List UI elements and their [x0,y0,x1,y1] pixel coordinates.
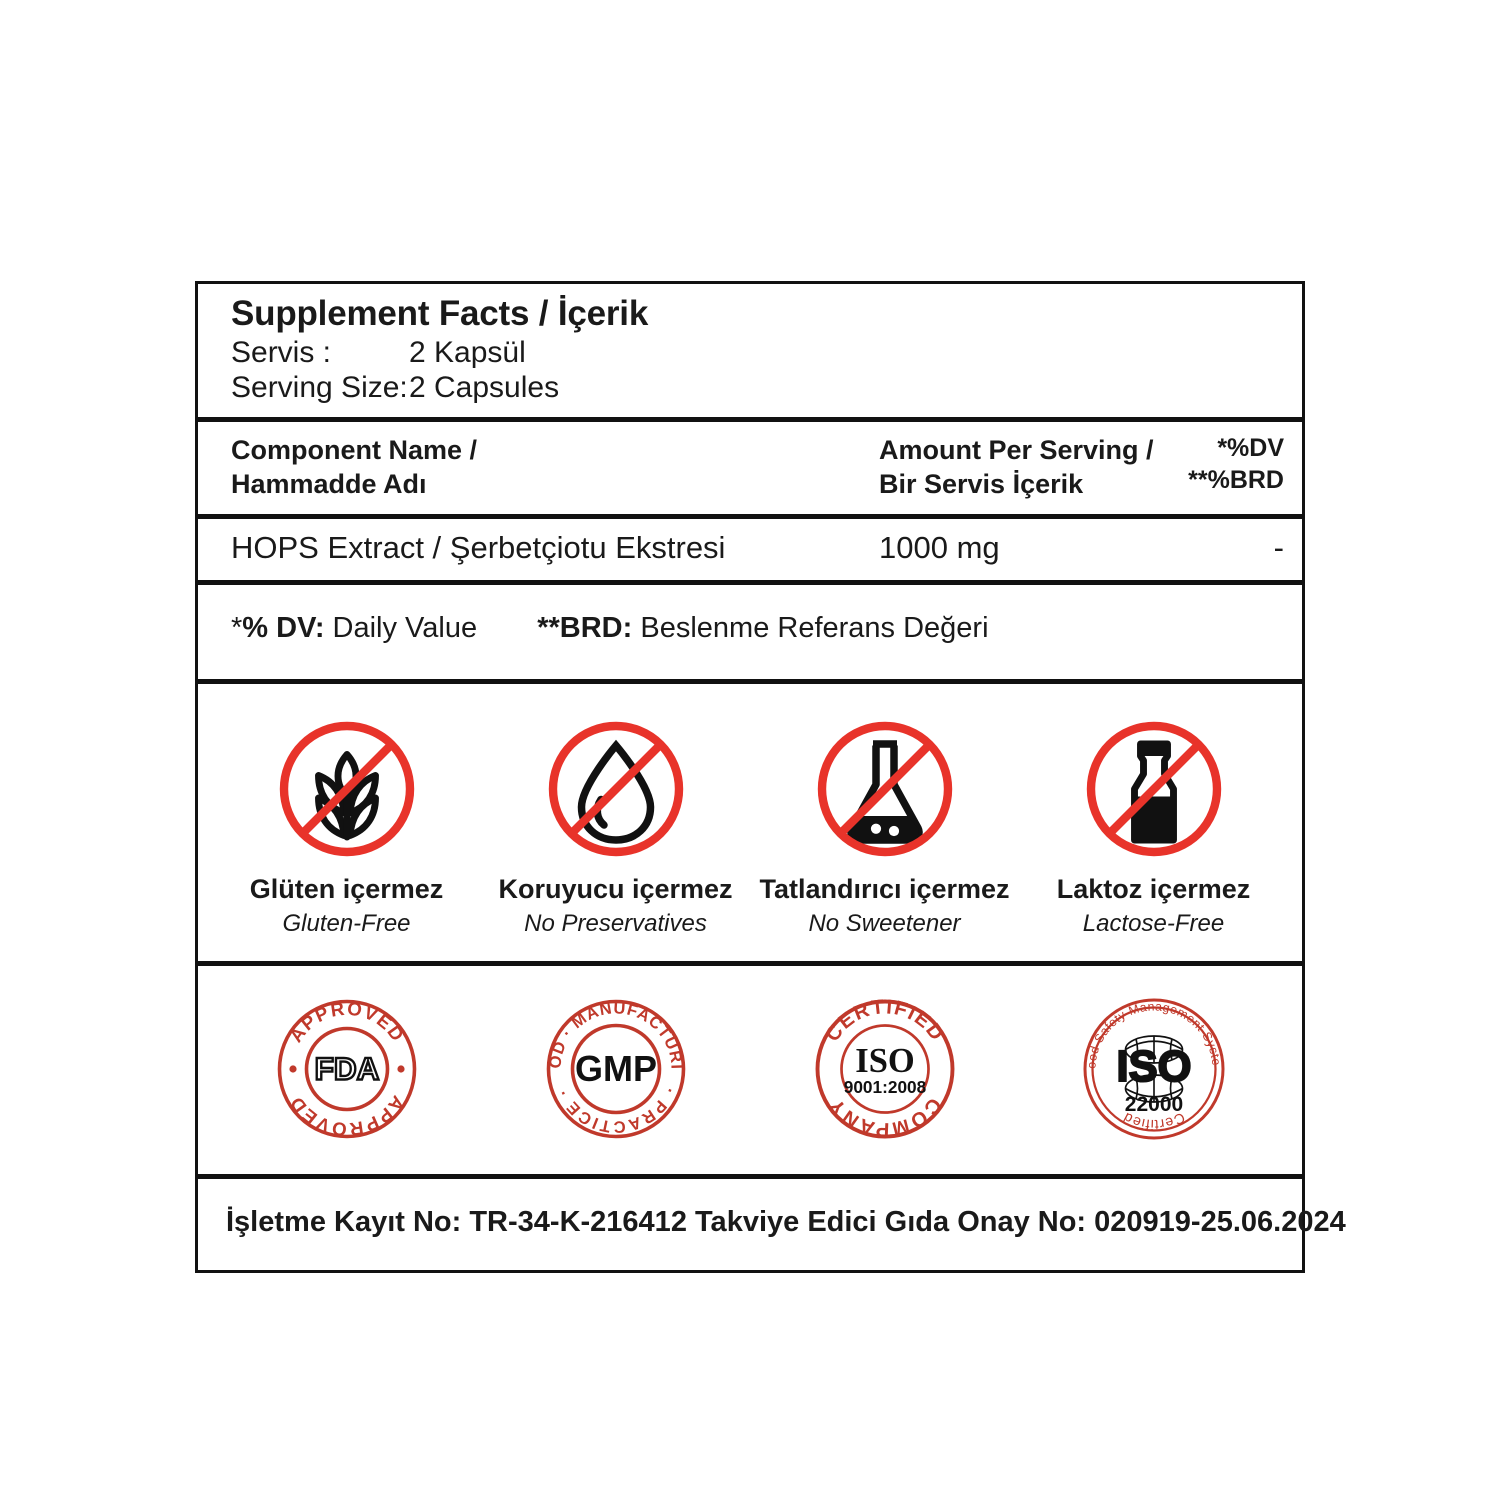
svg-text:22000: 22000 [1124,1093,1182,1116]
iso-22000-badge: Food Safety Management System Certified … [1079,994,1224,1140]
cell-component-name: HOPS Extract / Şerbetçiotu Ekstresi [231,530,726,566]
free-from-label-tr: Laktoz içermez [1056,874,1251,905]
serving-value-tr: 2 Kapsül [409,335,526,369]
free-from-item-sweetener: Tatlandırıcı içermez No Sweetener [750,714,1019,937]
free-from-label-en: Lactose-Free [1082,910,1225,938]
serving-line-en: Serving Size: 2 Capsules [231,370,1302,405]
dv-text: Daily Value [332,611,478,644]
cell-daily-value: - [1273,530,1284,566]
col-header-component-name: Component Name / Hammadde Adı [231,435,478,500]
serving-label-tr: Servis : [231,335,332,369]
serving-value-en: 2 Capsules [409,370,560,404]
table-header-row: Component Name / Hammadde Adı Amount Per… [198,422,1302,520]
certification-gmp: GOOD · MANUFACTURING · PRACTICE · GMP [481,994,750,1144]
free-from-icons-row: Glüten içermez Gluten-Free Koruyucu içer… [198,684,1302,967]
page-title: Supplement Facts / İçerik [231,294,649,333]
free-from-label-tr: Glüten içermez [249,874,444,905]
table-row: HOPS Extract / Şerbetçiotu Ekstresi 1000… [198,519,1302,585]
supplement-facts-header: Supplement Facts / İçerik Servis : 2 Kap… [198,284,1302,423]
certification-iso-9001: CERTIFIED COMPANY ISO 9001:2008 [750,994,1019,1144]
svg-text:ISO: ISO [1116,1043,1191,1091]
svg-text:APPROVED: APPROVED [284,1092,408,1140]
dv-star: * [231,611,243,644]
certification-badges-row: APPROVED APPROVED FDA GOOD · MANUFA [198,966,1302,1180]
svg-text:ISO: ISO [855,1042,914,1080]
svg-text:FDA: FDA [314,1051,379,1087]
free-from-item-lactose: Laktoz içermez Lactose-Free [1019,714,1288,937]
free-from-label-tr: Koruyucu içermez [498,874,733,905]
gmp-badge: GOOD · MANUFACTURING · PRACTICE · GMP [541,994,685,1139]
registration-row: İşletme Kayıt No: TR-34-K-216412 Takviye… [226,1206,1346,1239]
cell-amount: 1000 mg [879,530,1000,566]
svg-text:· PRACTICE ·: · PRACTICE · [553,1085,678,1136]
free-from-label-en: Gluten-Free [282,910,411,938]
brd-text: Beslenme Referans Değeri [640,611,989,644]
free-from-label-tr: Tatlandırıcı içermez [759,874,1010,905]
svg-text:Certified: Certified [1120,1109,1187,1133]
free-from-item-gluten: Glüten içermez Gluten-Free [212,714,481,937]
serving-line-tr: Servis : 2 Kapsül [231,335,1302,370]
col-header-amount-per-serving: Amount Per Serving / Bir Servis İçerik [879,435,1154,500]
water-droplet-icon [541,714,691,864]
svg-text:9001:2008: 9001:2008 [843,1077,926,1097]
brd-key: BRD: [559,611,633,644]
svg-text:GMP: GMP [574,1048,656,1089]
fda-approved-badge: APPROVED APPROVED FDA [277,998,416,1141]
free-from-label-en: No Preservatives [524,910,707,938]
certification-iso-22000: Food Safety Management System Certified … [1019,994,1288,1144]
serving-label-en: Serving Size: [231,370,408,404]
svg-text:CERTIFIED: CERTIFIED [821,997,948,1047]
col-header-daily-value: *%DV **%BRD [1188,434,1284,494]
free-from-label-en: No Sweetener [808,910,961,938]
iso-9001-badge: CERTIFIED COMPANY ISO 9001:2008 [815,997,954,1141]
wheat-grain-icon [272,714,422,864]
free-from-item-preservatives: Koruyucu içermez No Preservatives [481,714,750,937]
milk-bottle-icon [1079,714,1229,864]
svg-text:COMPANY: COMPANY [824,1094,945,1141]
dv-key: % DV: [242,611,325,644]
footnote-row: *% DV: Daily Value **BRD: Beslenme Refer… [198,585,1302,685]
svg-text:APPROVED: APPROVED [284,998,408,1046]
supplement-facts-panel: Supplement Facts / İçerik Servis : 2 Kap… [195,281,1346,1274]
lab-flask-icon [810,714,960,864]
certification-fda: APPROVED APPROVED FDA [212,994,481,1144]
brd-star: ** [537,611,560,644]
